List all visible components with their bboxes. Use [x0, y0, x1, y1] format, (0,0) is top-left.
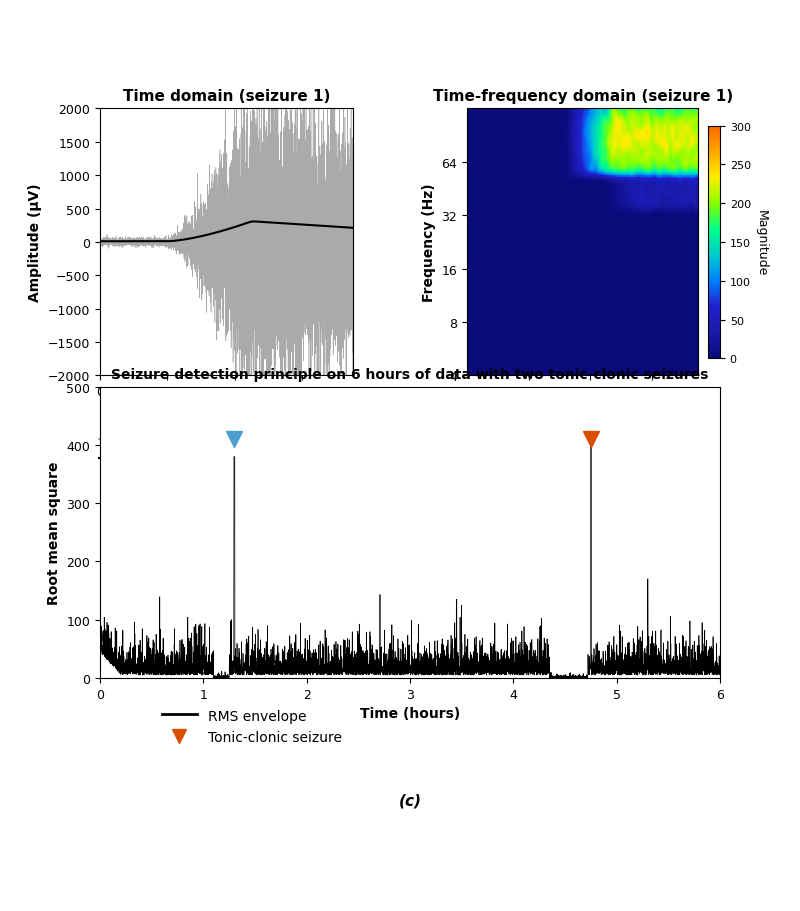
- Text: (a): (a): [214, 484, 238, 499]
- Y-axis label: Amplitude (μV): Amplitude (μV): [28, 183, 42, 302]
- Text: (c): (c): [398, 793, 422, 808]
- X-axis label: Time (s): Time (s): [550, 404, 614, 418]
- Legend: EEG signal, RMS envelope: EEG signal, RMS envelope: [94, 429, 227, 471]
- Y-axis label: Root mean square: Root mean square: [46, 461, 61, 605]
- Text: (b): (b): [570, 484, 595, 499]
- Title: Seizure detection principle on 6 hours of data with two tonic-clonic seizures: Seizure detection principle on 6 hours o…: [111, 368, 709, 382]
- X-axis label: Time (hours): Time (hours): [360, 707, 460, 721]
- Y-axis label: Frequency (Hz): Frequency (Hz): [422, 183, 436, 302]
- X-axis label: Time (s): Time (s): [194, 404, 258, 418]
- Title: Time domain (seizure 1): Time domain (seizure 1): [123, 89, 330, 104]
- Legend: RMS envelope, Tonic-clonic seizure: RMS envelope, Tonic-clonic seizure: [157, 702, 347, 750]
- Title: Time-frequency domain (seizure 1): Time-frequency domain (seizure 1): [433, 89, 733, 104]
- Y-axis label: Magnitude: Magnitude: [754, 210, 767, 276]
